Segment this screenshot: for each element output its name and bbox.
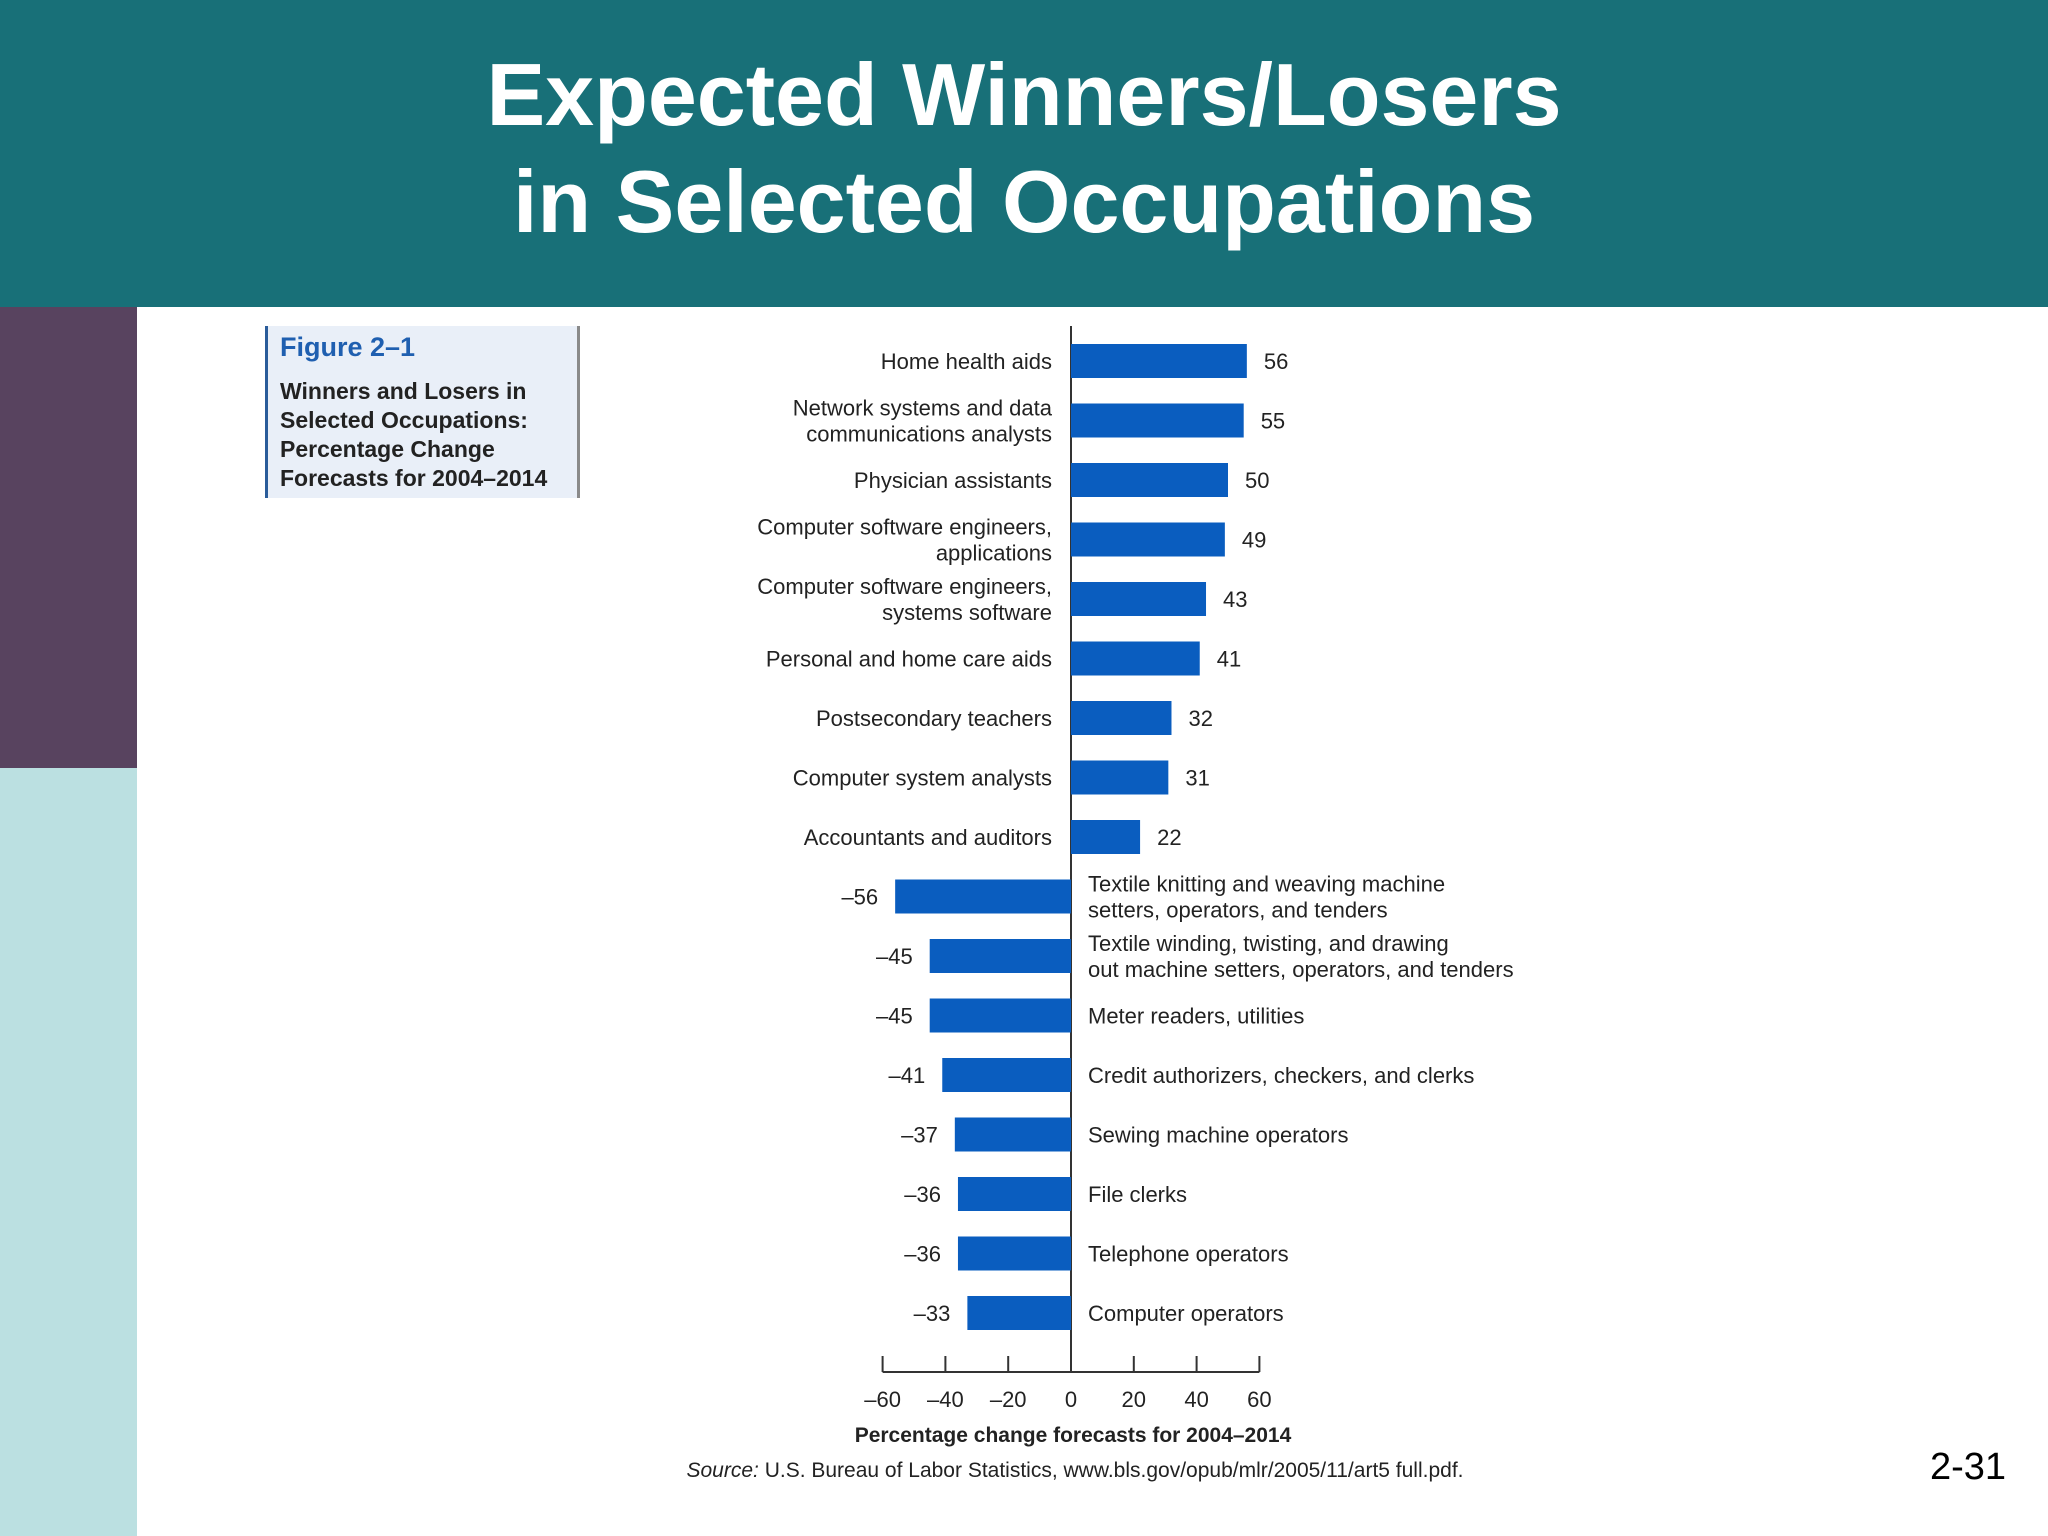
category-label: Home health aids: [881, 349, 1052, 374]
category-label: out machine setters, operators, and tend…: [1088, 957, 1514, 982]
bar-value-label: 41: [1217, 647, 1241, 672]
category-label: Postsecondary teachers: [816, 706, 1052, 731]
figure-caption-line: Selected Occupations:: [280, 407, 528, 433]
bar-value-label: –36: [904, 1182, 941, 1207]
category-label: Computer system analysts: [793, 766, 1052, 791]
x-tick-label: –20: [990, 1387, 1027, 1412]
bar: [954, 1117, 1071, 1152]
figure-caption-line: Percentage Change: [280, 436, 495, 462]
category-label: Textile winding, twisting, and drawing: [1088, 931, 1449, 956]
source-note: Source: U.S. Bureau of Labor Statistics,…: [686, 1459, 1463, 1482]
x-tick-label: 20: [1122, 1387, 1146, 1412]
bar: [929, 998, 1071, 1033]
x-axis-title: Percentage change forecasts for 2004–201…: [855, 1424, 1292, 1447]
slide-title-line-1: Expected Winners/Losers: [486, 45, 1562, 144]
bar: [1071, 463, 1228, 497]
category-label: Physician assistants: [854, 468, 1052, 493]
page-number: 2-31: [1930, 1446, 2007, 1488]
bar: [929, 939, 1071, 973]
bar: [1071, 701, 1172, 735]
slide-header: Expected Winners/Losers in Selected Occu…: [0, 0, 2048, 307]
bar: [895, 879, 1071, 914]
bar-value-label: 56: [1264, 349, 1288, 374]
bar-value-label: 50: [1245, 468, 1269, 493]
side-accent-bottom: [0, 768, 137, 1536]
category-label: communications analysts: [806, 422, 1052, 447]
side-accent-top: [0, 307, 137, 768]
category-label: Network systems and data: [793, 396, 1053, 421]
bar-value-label: 49: [1242, 528, 1266, 553]
bar-value-label: 22: [1157, 825, 1181, 850]
x-tick-label: 60: [1247, 1387, 1271, 1412]
figure-caption-box: Figure 2–1 Winners and Losers in Selecte…: [265, 326, 580, 498]
bar-value-label: 43: [1223, 587, 1247, 612]
category-label: Telephone operators: [1088, 1242, 1289, 1267]
bar: [1071, 403, 1244, 438]
x-tick-label: 0: [1065, 1387, 1077, 1412]
bar-value-label: –45: [876, 944, 913, 969]
category-label: File clerks: [1088, 1182, 1187, 1207]
category-label: Computer operators: [1088, 1301, 1284, 1326]
x-tick-label: –60: [864, 1387, 901, 1412]
bar-value-label: 55: [1261, 409, 1285, 434]
bar: [1071, 522, 1225, 557]
category-label: Textile knitting and weaving machine: [1088, 872, 1445, 897]
slide-title-line-2: in Selected Occupations: [512, 152, 1536, 251]
bar: [957, 1236, 1071, 1271]
category-label: systems software: [882, 600, 1052, 625]
category-label: Accountants and auditors: [804, 825, 1052, 850]
category-label: Personal and home care aids: [766, 647, 1052, 672]
bar-value-label: –45: [876, 1004, 913, 1029]
bar: [1071, 820, 1141, 854]
bar-value-label: 32: [1188, 706, 1212, 731]
figure-caption-line: Winners and Losers in: [280, 378, 527, 404]
category-label: applications: [936, 541, 1052, 566]
bar-value-label: –56: [841, 885, 878, 910]
bar-value-label: 31: [1185, 766, 1209, 791]
bar: [1071, 641, 1200, 676]
category-label: Credit authorizers, checkers, and clerks: [1088, 1063, 1474, 1088]
bar-value-label: –37: [901, 1123, 938, 1148]
category-label: Sewing machine operators: [1088, 1123, 1348, 1148]
bar: [1071, 582, 1207, 616]
category-label: Meter readers, utilities: [1088, 1004, 1304, 1029]
category-label: Computer software engineers,: [757, 574, 1052, 599]
bar: [967, 1296, 1071, 1330]
bar-value-label: –36: [904, 1242, 941, 1267]
bar: [1071, 344, 1247, 378]
category-label: Computer software engineers,: [757, 515, 1052, 540]
bar: [957, 1177, 1071, 1211]
figure-label: Figure 2–1: [280, 332, 416, 362]
bar-value-label: –33: [914, 1301, 951, 1326]
x-tick-label: –40: [927, 1387, 964, 1412]
bar: [1071, 760, 1169, 795]
bar-value-label: –41: [889, 1063, 926, 1088]
category-label: setters, operators, and tenders: [1088, 898, 1388, 923]
x-tick-label: 40: [1184, 1387, 1208, 1412]
figure-caption-line: Forecasts for 2004–2014: [280, 465, 548, 491]
bar: [942, 1058, 1071, 1092]
